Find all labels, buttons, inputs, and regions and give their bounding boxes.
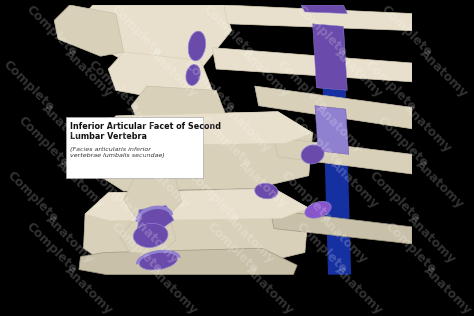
Polygon shape xyxy=(54,5,124,56)
Text: Anatomy: Anatomy xyxy=(312,102,366,155)
Text: Complete: Complete xyxy=(293,3,349,59)
Text: Anatomy: Anatomy xyxy=(401,102,455,155)
Text: Anatomy: Anatomy xyxy=(420,264,474,316)
Text: Complete: Complete xyxy=(278,169,334,225)
Text: Complete: Complete xyxy=(108,3,164,59)
Text: Anatomy: Anatomy xyxy=(128,213,181,266)
Text: Anatomy: Anatomy xyxy=(43,213,96,266)
Text: Anatomy: Anatomy xyxy=(417,46,470,100)
Text: Anatomy: Anatomy xyxy=(147,264,200,316)
Text: Anatomy: Anatomy xyxy=(124,102,177,155)
Text: Anatomy: Anatomy xyxy=(413,157,466,211)
Polygon shape xyxy=(85,188,309,221)
Text: Anatomy: Anatomy xyxy=(39,102,92,155)
Text: Complete: Complete xyxy=(201,3,257,59)
Text: Complete: Complete xyxy=(108,220,164,276)
Polygon shape xyxy=(131,86,228,131)
Polygon shape xyxy=(124,171,182,218)
Text: Complete: Complete xyxy=(378,3,434,59)
Text: Complete: Complete xyxy=(4,169,60,225)
Text: Complete: Complete xyxy=(197,113,253,170)
Text: Anatomy: Anatomy xyxy=(62,264,115,316)
Polygon shape xyxy=(312,24,347,90)
Text: Anatomy: Anatomy xyxy=(239,46,293,100)
Ellipse shape xyxy=(305,202,331,218)
Text: Anatomy: Anatomy xyxy=(220,102,273,155)
Text: Complete: Complete xyxy=(16,113,72,170)
Ellipse shape xyxy=(301,145,324,164)
Text: Complete: Complete xyxy=(23,220,80,276)
Polygon shape xyxy=(81,5,232,73)
Text: Complete: Complete xyxy=(185,169,242,225)
Polygon shape xyxy=(108,52,212,103)
Text: Anatomy: Anatomy xyxy=(243,264,297,316)
Text: Anatomy: Anatomy xyxy=(328,157,382,211)
Text: Anatomy: Anatomy xyxy=(147,46,200,100)
Polygon shape xyxy=(212,48,412,82)
Text: Inferior Articular Facet of Second
Lumbar Vertebra: Inferior Articular Facet of Second Lumba… xyxy=(70,122,221,142)
Text: Complete: Complete xyxy=(85,58,141,114)
FancyBboxPatch shape xyxy=(66,118,203,179)
Text: Complete: Complete xyxy=(89,169,145,225)
Text: Anatomy: Anatomy xyxy=(332,46,385,100)
Polygon shape xyxy=(94,112,312,146)
Text: Anatomy: Anatomy xyxy=(317,213,370,266)
Text: (Facies articularis inferior
vertebrae lumbalis secundae): (Facies articularis inferior vertebrae l… xyxy=(70,147,164,158)
Polygon shape xyxy=(315,106,349,154)
Polygon shape xyxy=(320,5,351,275)
Text: Complete: Complete xyxy=(382,220,438,276)
Polygon shape xyxy=(255,86,412,129)
Ellipse shape xyxy=(255,183,278,199)
Text: Complete: Complete xyxy=(0,58,56,114)
Text: Complete: Complete xyxy=(182,58,237,114)
Text: Complete: Complete xyxy=(23,3,80,59)
Text: Complete: Complete xyxy=(205,220,261,276)
Text: Anatomy: Anatomy xyxy=(54,157,108,211)
Text: Complete: Complete xyxy=(274,58,330,114)
Polygon shape xyxy=(270,210,412,244)
Text: Complete: Complete xyxy=(374,113,430,170)
Text: Anatomy: Anatomy xyxy=(236,157,289,211)
Text: Complete: Complete xyxy=(363,58,419,114)
Circle shape xyxy=(193,139,201,148)
Text: Anatomy: Anatomy xyxy=(332,264,385,316)
Text: Anatomy: Anatomy xyxy=(62,46,115,100)
Text: Anatomy: Anatomy xyxy=(139,157,192,211)
Ellipse shape xyxy=(133,223,168,247)
Polygon shape xyxy=(301,5,347,14)
Ellipse shape xyxy=(186,64,200,86)
Text: Complete: Complete xyxy=(100,113,157,170)
Polygon shape xyxy=(224,5,412,31)
Polygon shape xyxy=(93,112,312,191)
Text: Complete: Complete xyxy=(366,169,423,225)
Ellipse shape xyxy=(139,252,177,270)
Ellipse shape xyxy=(188,31,206,61)
Polygon shape xyxy=(274,137,412,174)
Text: Anatomy: Anatomy xyxy=(405,213,458,266)
Polygon shape xyxy=(137,205,174,231)
Text: Complete: Complete xyxy=(293,220,349,276)
Polygon shape xyxy=(120,218,176,254)
Polygon shape xyxy=(83,188,309,268)
Text: Anatomy: Anatomy xyxy=(224,213,277,266)
Text: Complete: Complete xyxy=(290,113,346,170)
Polygon shape xyxy=(79,248,297,275)
